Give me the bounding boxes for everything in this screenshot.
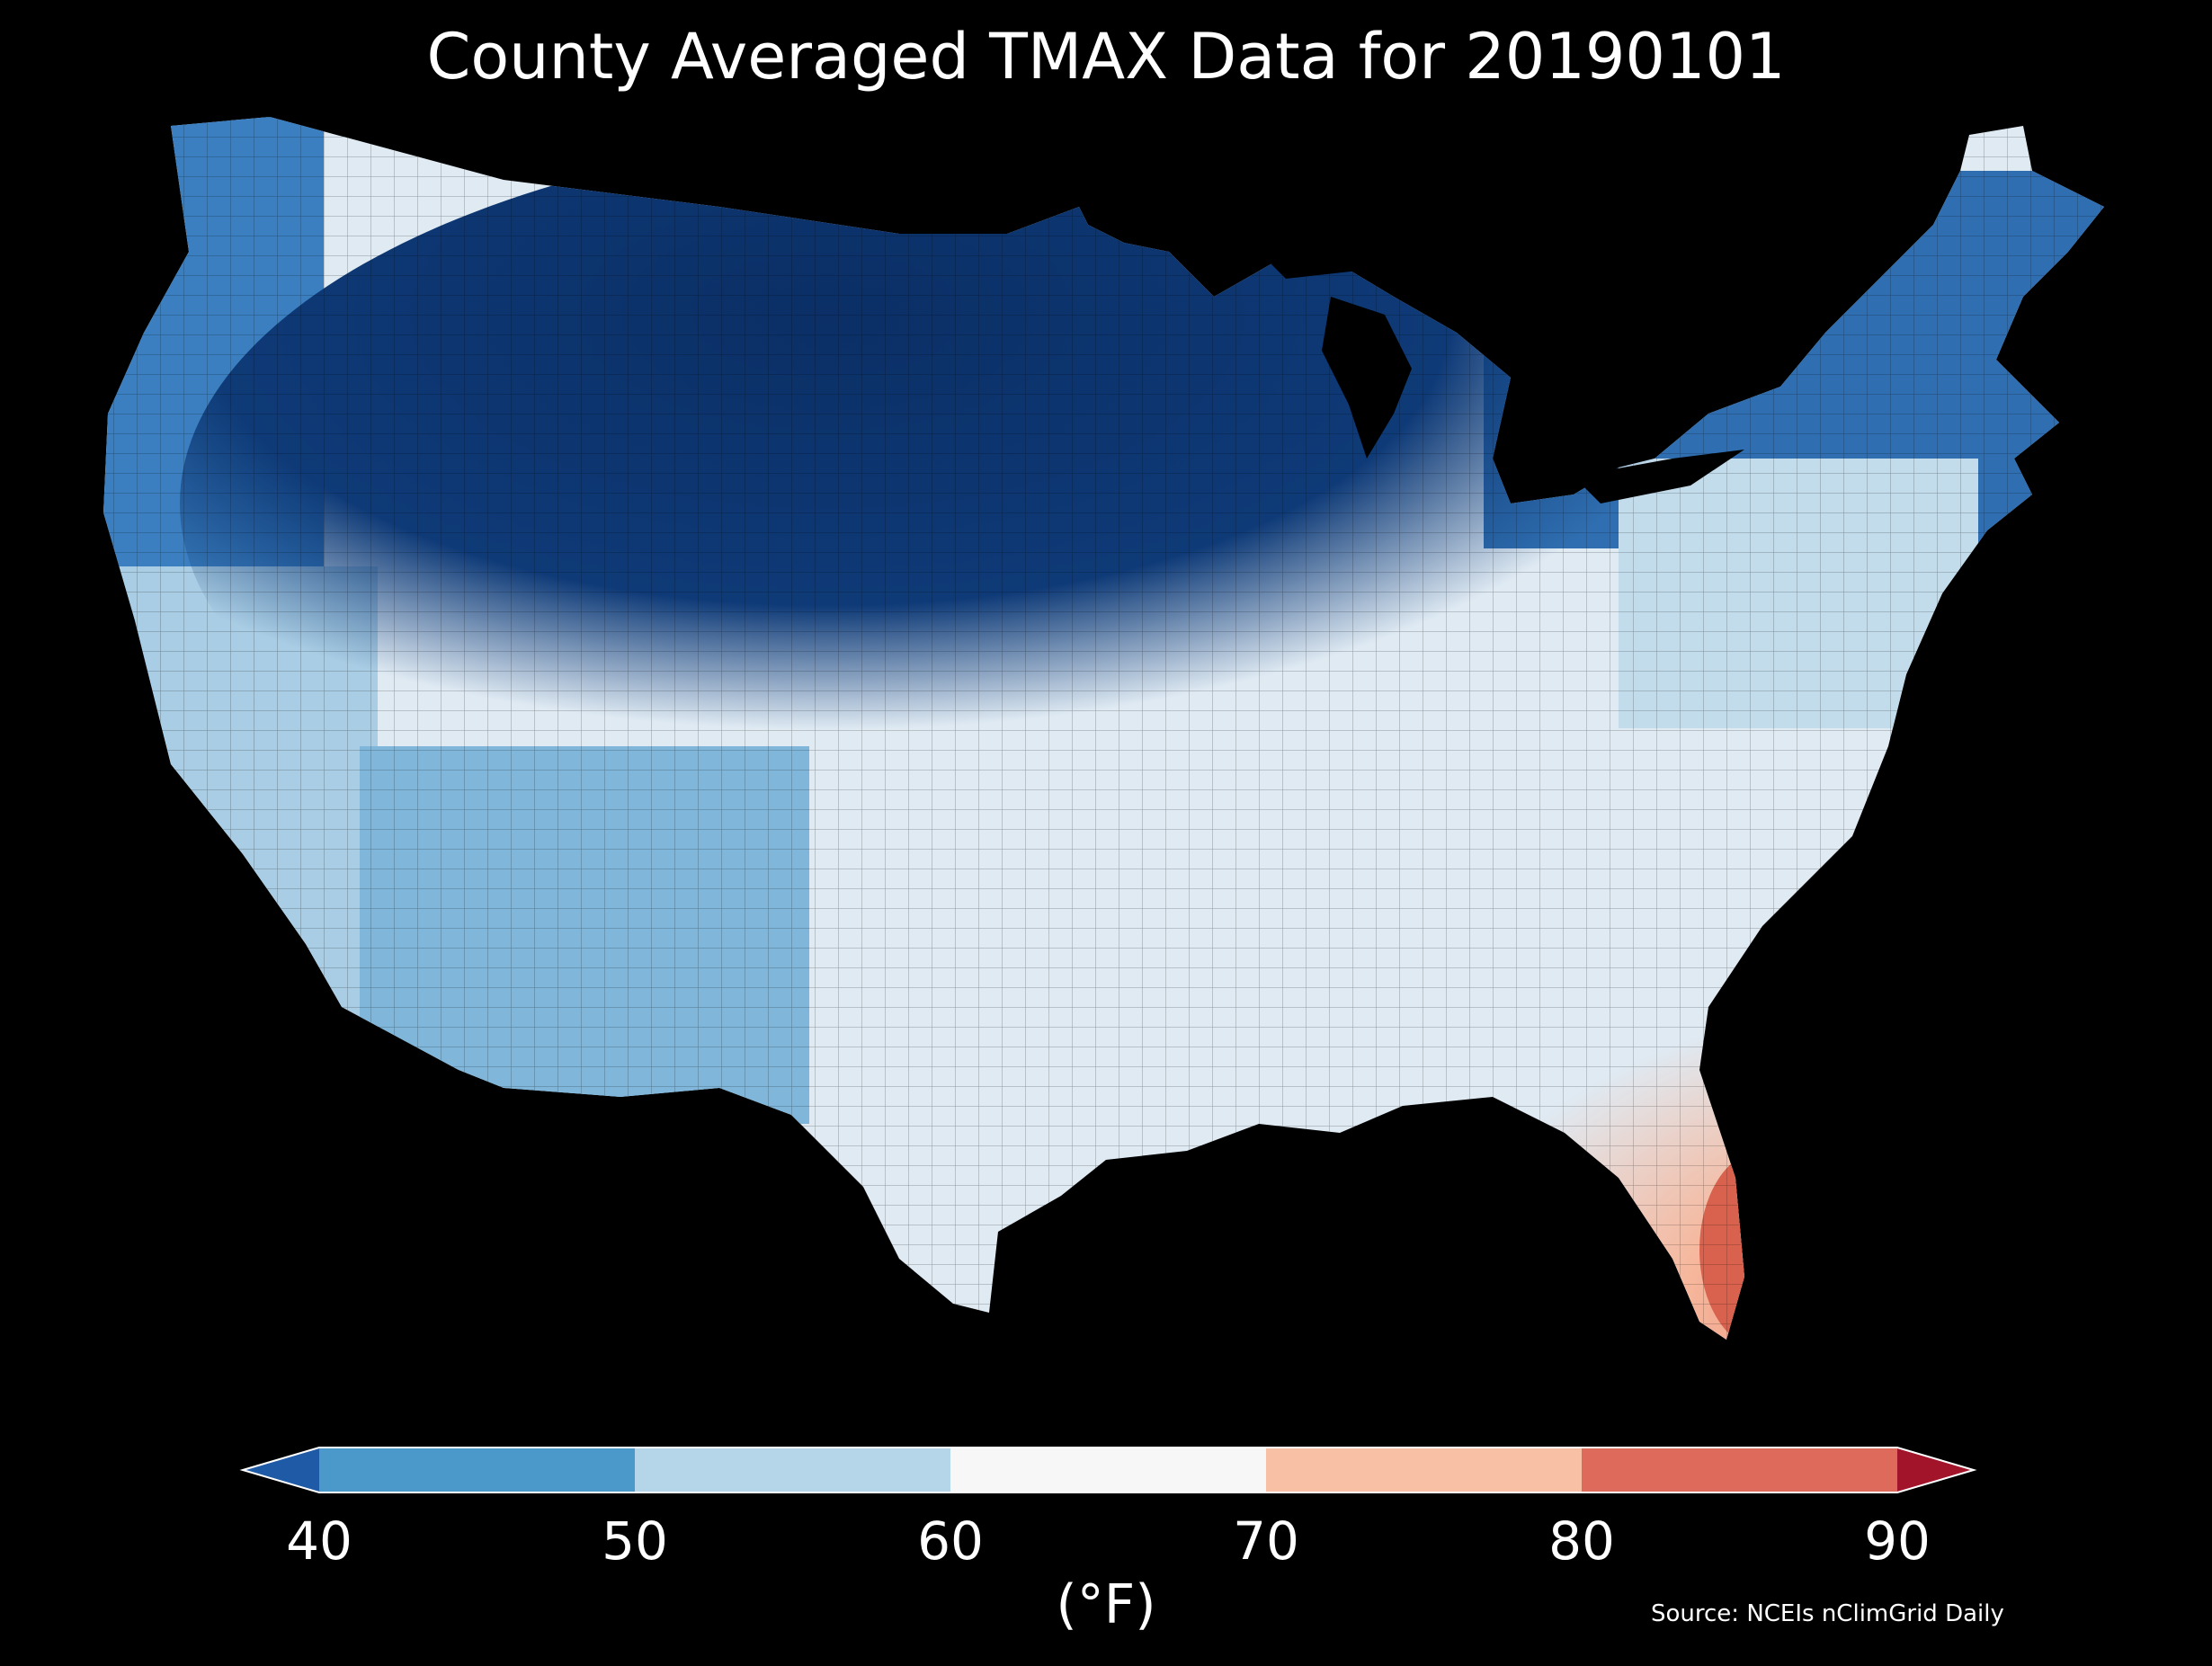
colorbar-extend-high — [1897, 1448, 1974, 1492]
colorbar-bin-50-60 — [635, 1448, 951, 1492]
colorbar-tick-label: 90 — [1864, 1510, 1931, 1572]
lake-superior — [1259, 225, 1421, 279]
colorbar-outline — [239, 1447, 1977, 1493]
colorbar-tick-label: 50 — [602, 1510, 668, 1572]
county-map — [90, 117, 2158, 1394]
colorbar-tick-label: 80 — [1548, 1510, 1615, 1572]
temperature-field — [103, 117, 2104, 1340]
map-title: County Averaged TMAX Data for 20190101 — [426, 20, 1786, 94]
colorbar — [239, 1447, 1977, 1493]
colorbar-bin-70-80 — [1266, 1448, 1583, 1492]
lake-michigan — [1322, 297, 1412, 459]
colorbar-bin-80-90 — [1582, 1448, 1898, 1492]
colorbar-unit-label: (°F) — [1056, 1573, 1156, 1636]
colorbar-tick-label: 60 — [917, 1510, 984, 1572]
colorbar-bin-60-70 — [950, 1448, 1267, 1492]
colorbar-tick-label: 70 — [1233, 1510, 1299, 1572]
lake-erie — [1574, 450, 1744, 503]
colorbar-extend-low — [243, 1448, 319, 1492]
colorbar-tick-label: 40 — [286, 1510, 352, 1572]
source-credit: Source: NCEIs nClimGrid Daily — [1651, 1600, 2004, 1627]
colorbar-bin-40-50 — [319, 1448, 636, 1492]
